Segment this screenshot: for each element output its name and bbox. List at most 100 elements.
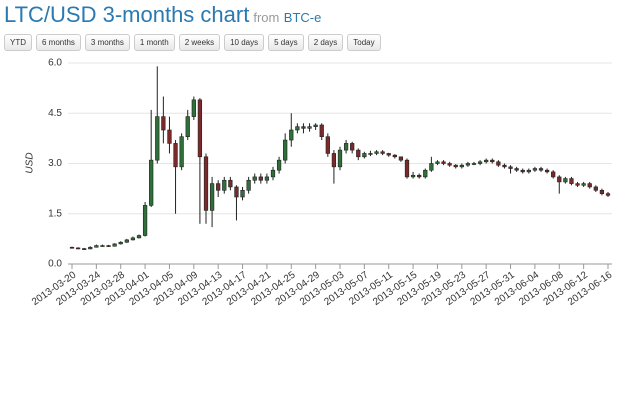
candle-body: [417, 174, 422, 178]
range-button[interactable]: 2 weeks: [178, 34, 221, 51]
candle-body: [319, 124, 324, 137]
candle-body: [191, 99, 196, 117]
candle-body: [100, 245, 105, 247]
candle-body: [112, 243, 117, 247]
y-tick-label: 6.0: [48, 58, 62, 69]
candle-body: [368, 153, 373, 155]
title: LTC/USD 3-months chart: [4, 2, 250, 27]
range-button[interactable]: 1 month: [133, 34, 175, 51]
candle-body: [557, 176, 562, 183]
candle-body: [88, 246, 93, 250]
candle-body: [526, 169, 531, 173]
candle-body: [258, 176, 263, 181]
candle-body: [447, 163, 452, 166]
candle-body: [587, 183, 592, 188]
range-button[interactable]: 5 days: [268, 34, 304, 51]
candle-body: [484, 159, 489, 163]
candle-body: [106, 245, 111, 247]
candle-body: [502, 164, 507, 168]
candle-body: [197, 99, 203, 158]
candle-body: [216, 183, 221, 191]
candle-body: [404, 159, 410, 178]
candle-body: [276, 159, 282, 171]
candle-body: [270, 169, 276, 178]
from-text: from: [253, 10, 280, 25]
range-button[interactable]: Today: [347, 34, 381, 51]
candle-body: [532, 168, 538, 171]
candle-body: [477, 161, 483, 164]
candle-body: [337, 149, 343, 168]
candle-body: [161, 116, 166, 131]
candle-body: [124, 239, 129, 243]
candle-body: [289, 129, 294, 141]
candle-body: [234, 186, 239, 198]
range-button[interactable]: 10 days: [224, 34, 265, 51]
candle-body: [453, 164, 458, 168]
candle-body: [142, 205, 148, 236]
candle-body: [386, 153, 391, 156]
candle-body: [599, 190, 605, 194]
candle-body: [581, 183, 586, 186]
candle-body: [490, 159, 495, 163]
candle-body: [252, 176, 257, 181]
candle-body: [313, 124, 318, 127]
candle-body: [435, 161, 440, 164]
range-button[interactable]: 6 months: [36, 34, 81, 51]
candle-body: [295, 126, 300, 131]
candle-body: [423, 169, 428, 178]
candle-body: [185, 116, 190, 137]
candle-body: [301, 126, 306, 129]
candle-body: [69, 246, 75, 249]
candle-body: [410, 174, 416, 178]
candle-body: [173, 143, 178, 168]
candle-body: [362, 153, 367, 158]
y-axis-label: USD: [25, 152, 36, 173]
range-button[interactable]: YTD: [4, 34, 32, 51]
candle-body: [551, 171, 556, 178]
candle-body: [441, 161, 446, 164]
range-buttons: YTD 6 months 3 months 1 month 2 weeks 10 days…: [4, 34, 381, 51]
candle-body: [398, 156, 404, 161]
candle-body: [496, 161, 501, 166]
y-tick-label: 4.5: [48, 108, 62, 119]
candle-body: [155, 116, 160, 161]
candle-body: [203, 156, 209, 211]
candle-body: [149, 159, 154, 206]
candle-body: [331, 153, 337, 168]
candle-body: [228, 179, 233, 188]
candle-body: [167, 129, 172, 144]
candle-body: [283, 139, 288, 161]
candle-body: [465, 163, 471, 166]
candle-body: [380, 151, 385, 154]
y-tick-label: 1.5: [48, 208, 62, 219]
candle-body: [538, 168, 544, 171]
candle-body: [325, 136, 330, 154]
range-button[interactable]: 3 months: [84, 34, 130, 51]
candle-body: [82, 248, 87, 250]
candle-body: [130, 237, 136, 241]
candle-body: [392, 154, 397, 158]
candle-body: [240, 190, 245, 198]
candle-body: [459, 164, 464, 168]
range-button[interactable]: 2 days: [307, 34, 344, 51]
y-tick-label: 3.0: [48, 158, 62, 169]
candle-body: [264, 176, 270, 181]
candle-body: [374, 151, 379, 154]
candle-body: [343, 143, 349, 151]
candle-body: [575, 183, 580, 186]
header: LTC/USD 3-months chart from BTC-e: [4, 2, 321, 28]
candle-body: [222, 179, 227, 191]
candle-body: [569, 178, 574, 184]
y-tick-label: 0.0: [48, 259, 62, 270]
candle-body: [75, 247, 81, 250]
source-link[interactable]: BTC-e: [283, 10, 322, 25]
candle-body: [544, 169, 550, 173]
candle-body: [593, 186, 598, 191]
candle-body: [179, 136, 184, 168]
candle-body: [605, 193, 611, 196]
candle-body: [94, 245, 99, 248]
candle-body: [563, 178, 568, 183]
candle-body: [246, 179, 251, 191]
